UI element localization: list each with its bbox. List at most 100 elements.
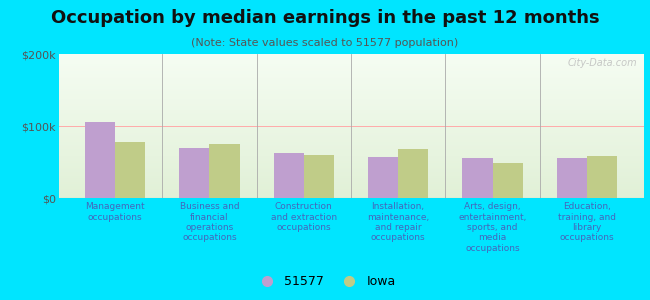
Bar <box>58 77 644 79</box>
Bar <box>58 63 644 64</box>
Bar <box>58 113 644 115</box>
Bar <box>58 103 644 104</box>
Bar <box>58 106 644 107</box>
Bar <box>58 107 644 109</box>
Bar <box>58 90 644 92</box>
Bar <box>58 185 644 187</box>
Bar <box>58 168 644 169</box>
Bar <box>58 109 644 110</box>
Bar <box>58 192 644 194</box>
Bar <box>58 60 644 61</box>
Bar <box>58 146 644 148</box>
Bar <box>58 115 644 116</box>
Bar <box>58 61 644 63</box>
Bar <box>85 122 115 198</box>
Bar <box>58 137 644 139</box>
Bar <box>58 92 644 93</box>
Bar <box>58 74 644 76</box>
Bar <box>58 58 644 60</box>
Bar <box>58 195 644 196</box>
Bar <box>58 164 644 165</box>
Bar <box>58 81 644 83</box>
Bar <box>58 182 644 184</box>
Bar <box>58 140 644 142</box>
Text: (Note: State values scaled to 51577 population): (Note: State values scaled to 51577 popu… <box>191 38 459 47</box>
Bar <box>58 67 644 68</box>
Text: Occupation by median earnings in the past 12 months: Occupation by median earnings in the pas… <box>51 9 599 27</box>
Bar <box>58 84 644 86</box>
Bar <box>58 171 644 172</box>
Bar <box>58 133 644 135</box>
Bar <box>58 176 644 178</box>
Bar <box>493 163 523 198</box>
Bar <box>58 169 644 171</box>
Bar <box>58 116 644 117</box>
Bar <box>58 79 644 80</box>
Bar <box>368 157 398 198</box>
Bar <box>58 97 644 99</box>
Bar <box>58 65 644 67</box>
Bar <box>58 99 644 100</box>
Bar <box>58 149 644 151</box>
Bar <box>274 153 304 198</box>
Bar <box>58 86 644 87</box>
Bar <box>58 119 644 120</box>
Bar <box>58 143 644 145</box>
Bar <box>58 110 644 112</box>
Bar <box>58 104 644 106</box>
Bar <box>58 57 644 58</box>
Bar <box>58 173 644 175</box>
Bar <box>115 142 146 198</box>
Bar <box>58 196 644 198</box>
Bar <box>58 64 644 65</box>
Bar <box>58 96 644 97</box>
Bar <box>58 136 644 137</box>
Bar <box>58 191 644 192</box>
Bar <box>58 93 644 94</box>
Bar <box>587 155 617 198</box>
Bar <box>58 139 644 140</box>
Bar <box>58 158 644 159</box>
Bar <box>58 152 644 153</box>
Bar <box>58 120 644 122</box>
Bar <box>58 87 644 88</box>
Bar <box>58 188 644 189</box>
Bar <box>58 184 644 185</box>
Bar <box>58 181 644 182</box>
Bar <box>58 73 644 74</box>
Bar <box>58 160 644 162</box>
Bar <box>58 76 644 77</box>
Bar <box>58 130 644 132</box>
Bar <box>58 156 644 158</box>
Bar <box>58 56 644 57</box>
Bar <box>179 148 209 198</box>
Bar <box>58 189 644 191</box>
Bar <box>58 126 644 128</box>
Bar <box>58 101 644 103</box>
Bar <box>58 155 644 156</box>
Bar <box>304 155 334 198</box>
Bar <box>58 162 644 164</box>
Bar <box>58 122 644 123</box>
Bar <box>58 88 644 90</box>
Bar <box>58 70 644 71</box>
Bar <box>58 54 644 56</box>
Bar <box>556 158 587 198</box>
Bar <box>58 166 644 168</box>
Bar <box>398 149 428 198</box>
Bar <box>58 135 644 136</box>
Bar <box>58 128 644 129</box>
Bar <box>58 112 644 113</box>
Bar <box>58 151 644 152</box>
Text: City-Data.com: City-Data.com <box>568 58 638 68</box>
Bar <box>58 68 644 70</box>
Bar <box>58 132 644 133</box>
Bar <box>58 165 644 166</box>
Bar <box>58 187 644 188</box>
Bar <box>58 71 644 73</box>
Legend: 51577, Iowa: 51577, Iowa <box>252 273 398 291</box>
Bar <box>58 80 644 81</box>
Bar <box>58 123 644 124</box>
Bar <box>58 129 644 130</box>
Bar <box>58 94 644 96</box>
